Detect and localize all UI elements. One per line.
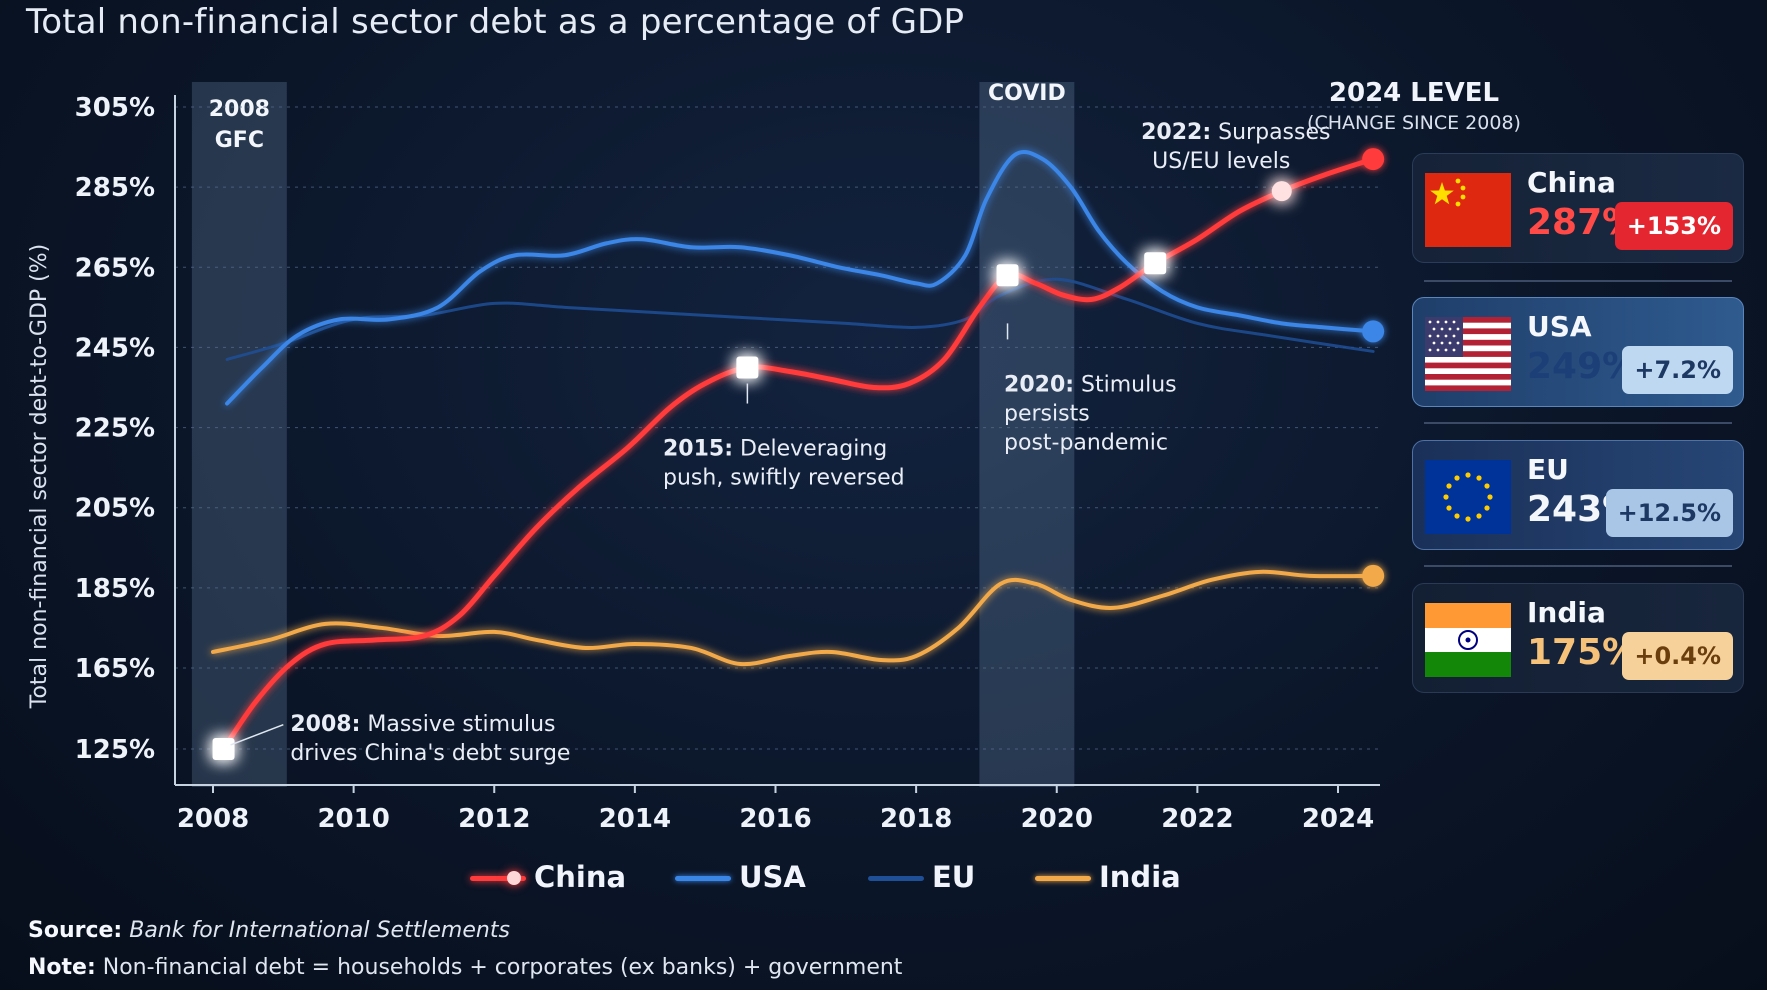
card-name: India <box>1527 596 1606 629</box>
source-text: Bank for International Settlements <box>129 918 510 943</box>
annotation-leader <box>230 723 284 746</box>
source-label: Source: <box>28 918 123 943</box>
card-level: 175% <box>1527 632 1639 673</box>
annotation-text: 2020: Stimulus <box>1004 373 1177 398</box>
series-line-india <box>211 569 1376 667</box>
x-tick-label: 2020 <box>1021 804 1093 834</box>
legend-label: EU <box>932 860 976 894</box>
card-divider <box>1424 565 1732 567</box>
card-divider <box>1424 422 1732 424</box>
annotation-text: 2015: Deleveraging <box>663 437 887 462</box>
highlight-marker <box>212 738 235 760</box>
x-tick-label: 2024 <box>1302 804 1374 834</box>
note-text: Non-financial debt = households + corpor… <box>102 955 903 980</box>
card-eu: EU 243% +12.5% <box>1412 440 1744 550</box>
y-tick-label: 205% <box>75 494 155 524</box>
india-flag-icon <box>1425 603 1511 677</box>
y-tick-label: 225% <box>75 414 155 444</box>
card-divider <box>1424 280 1732 282</box>
eu-flag-icon <box>1425 460 1511 534</box>
grid-lines <box>175 106 1380 750</box>
annotation-year: 2008: <box>290 712 360 737</box>
change-badge: +153% <box>1614 202 1733 250</box>
card-china: China 287% +153% <box>1412 153 1744 263</box>
annotation-year: 2020: <box>1004 373 1074 398</box>
glow-marker <box>1271 181 1292 202</box>
annotation-line: Stimulus <box>1074 373 1177 398</box>
highlight-band <box>979 82 1075 787</box>
highlight-marker <box>1144 252 1167 275</box>
highlight-marker <box>996 264 1019 287</box>
annotation-text: 2022: Surpasses <box>1141 120 1330 145</box>
endpoint-marker <box>1362 564 1385 587</box>
band-label: GFC <box>215 128 264 153</box>
endpoint-marker <box>1362 148 1385 171</box>
chart-legend: China USA EU India <box>0 858 1300 898</box>
annotation-text: push, swiftly reversed <box>663 466 905 491</box>
x-tick-label: 2008 <box>177 804 249 834</box>
card-name: USA <box>1527 310 1592 343</box>
data-markers <box>212 148 1385 760</box>
legend-dot-icon <box>507 871 521 885</box>
annotation-year: 2022: <box>1141 120 1211 145</box>
legend-swatch <box>1035 876 1091 881</box>
y-tick-label: 305% <box>75 93 155 123</box>
china-flag-icon <box>1425 173 1511 247</box>
x-tick-label: 2016 <box>739 804 811 834</box>
y-axis-label: Total non-financial sector debt-to-GDP (… <box>27 244 52 709</box>
x-tick-label: 2012 <box>458 804 530 834</box>
annotation-text: drives China's debt surge <box>290 741 570 766</box>
panel-subtitle: (CHANGE SINCE 2008) <box>1307 112 1521 134</box>
change-badge: +7.2% <box>1622 346 1733 394</box>
note-line: Note: Non-financial debt = households + … <box>28 955 902 980</box>
y-tick-label: 185% <box>75 574 155 604</box>
source-line: Source: Bank for International Settlemen… <box>28 918 510 943</box>
x-tick-label: 2018 <box>880 804 952 834</box>
highlight-band <box>191 82 287 787</box>
usa-flag-icon <box>1425 317 1511 391</box>
chart-title: Total non-financial sector debt as a per… <box>26 2 965 42</box>
highlight-bands: 2008 GFC COVID <box>191 81 1075 787</box>
y-tick-label: 285% <box>75 173 155 203</box>
annotations: 2008: Massive stimulus drives China's deb… <box>230 120 1330 766</box>
card-usa: USA 249% +7.2% <box>1412 297 1744 407</box>
x-tick-label: 2014 <box>599 804 671 834</box>
panel-title: 2024 LEVEL <box>1328 78 1500 108</box>
annotation-text: post-pandemic <box>1004 431 1168 456</box>
y-tick-label: 165% <box>75 654 155 684</box>
endpoint-marker <box>1362 320 1385 343</box>
card-level: 249% <box>1527 346 1639 387</box>
legend-label: India <box>1099 860 1181 894</box>
y-tick-label: 245% <box>75 333 155 363</box>
x-tick-label: 2022 <box>1161 804 1233 834</box>
annotation-year: 2015: <box>663 437 733 462</box>
card-name: China <box>1527 166 1616 199</box>
panel-heading: 2024 LEVEL (CHANGE SINCE 2008) <box>1222 78 1606 134</box>
annotation-text: US/EU levels <box>1152 149 1290 174</box>
band-label: 2008 <box>209 97 270 122</box>
legend-label: USA <box>739 860 806 894</box>
band-label: COVID <box>988 81 1066 106</box>
annotation-line: Surpasses <box>1211 120 1330 145</box>
y-tick-label: 125% <box>75 735 155 765</box>
note-label: Note: <box>28 955 96 980</box>
legend-swatch <box>675 876 731 881</box>
change-badge: +0.4% <box>1622 632 1733 680</box>
y-tick-label: 265% <box>75 253 155 283</box>
highlight-marker <box>736 356 759 379</box>
series-line-usa <box>225 150 1376 406</box>
legend-swatch <box>470 876 526 881</box>
annotation-line: Deleveraging <box>733 437 887 462</box>
card-name: EU <box>1527 453 1569 486</box>
change-badge: +12.5% <box>1605 489 1733 537</box>
card-india: India 175% +0.4% <box>1412 583 1744 693</box>
annotation-text: 2008: Massive stimulus <box>290 712 555 737</box>
legend-swatch <box>868 876 924 881</box>
x-tick-label: 2010 <box>317 804 389 834</box>
axes: 305% 285% 265% 245% 225% 205% 185% 165% 125% 2008… <box>27 93 1380 834</box>
annotation-text: persists <box>1004 402 1090 427</box>
legend-label: China <box>534 860 627 894</box>
annotation-line: Massive stimulus <box>360 712 555 737</box>
